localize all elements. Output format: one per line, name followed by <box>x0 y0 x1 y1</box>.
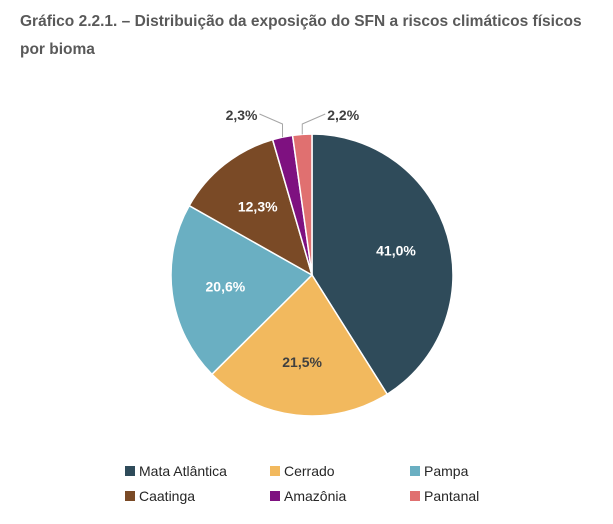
legend-swatch <box>270 465 280 476</box>
legend-label: Pantanal <box>424 487 480 504</box>
legend-swatch <box>410 490 420 501</box>
data-label-amazonia: 2,3% <box>226 107 258 123</box>
pie-slice-pantanal <box>291 133 313 276</box>
data-label-cerrado: 21,5% <box>282 354 322 370</box>
legend-item-pampa: Pampa <box>410 461 510 480</box>
legend-swatch <box>270 490 280 501</box>
legend-label: Cerrado <box>284 462 335 479</box>
leader-line-pantanal <box>301 113 326 135</box>
legend-item-caatinga: Caatinga <box>125 486 270 505</box>
legend-label: Amazônia <box>284 487 347 504</box>
legend-label: Pampa <box>424 462 469 479</box>
pie-chart: 41,0% 21,5% 20,6% 12,3% 2,3% 2,2% <box>170 107 454 417</box>
data-label-caatinga: 12,3% <box>238 198 278 214</box>
legend-swatch <box>410 465 420 476</box>
legend-swatch <box>125 465 135 476</box>
legend-swatch <box>125 490 135 501</box>
pie-slice-caatinga <box>188 138 314 277</box>
legend-item-cerrado: Cerrado <box>270 461 410 480</box>
pie-slice-mata-atlantica <box>311 133 454 396</box>
legend-label: Mata Atlântica <box>139 462 227 479</box>
legend-label: Caatinga <box>139 487 196 504</box>
legend-item-mata-atlantica: Mata Atlântica <box>125 461 270 480</box>
legend-item-amazonia: Amazônia <box>270 486 410 505</box>
data-label-pantanal: 2,2% <box>327 107 359 123</box>
legend-item-pantanal: Pantanal <box>410 486 510 505</box>
pie-slice-cerrado <box>210 273 389 417</box>
pie-slice-pampa <box>170 204 314 376</box>
leader-line-amazonia <box>259 113 284 138</box>
data-label-mata-atlantica: 41,0% <box>376 243 416 259</box>
chart-title: Gráfico 2.2.1. – Distribuição da exposiç… <box>20 13 582 58</box>
chart-legend: Mata Atlântica Cerrado Pampa Caatinga Am… <box>125 461 510 505</box>
data-label-pampa: 20,6% <box>206 279 246 295</box>
